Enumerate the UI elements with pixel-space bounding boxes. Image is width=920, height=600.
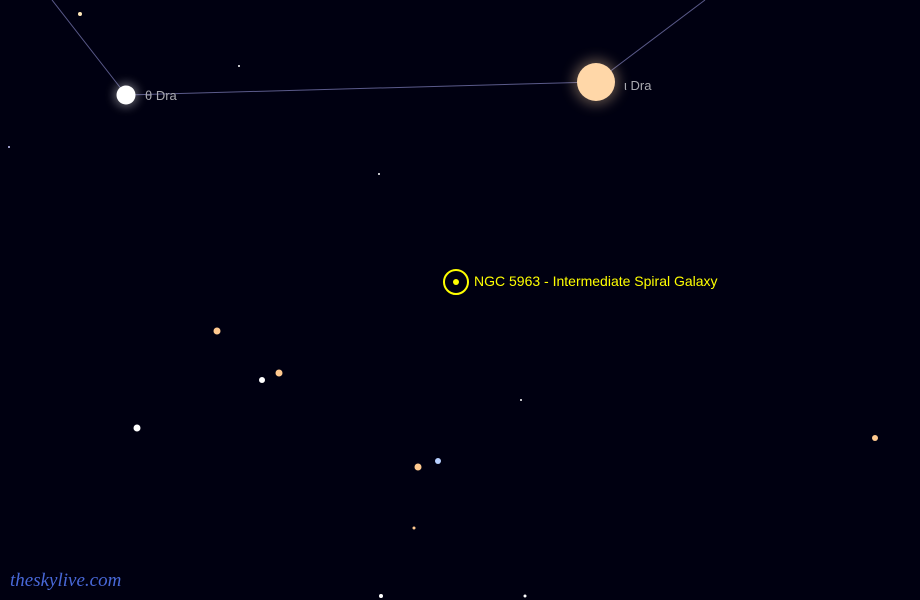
star (413, 527, 416, 530)
star (276, 370, 283, 377)
target-dot-icon (453, 279, 459, 285)
star (524, 595, 527, 598)
star (259, 377, 265, 383)
watermark: theskylive.com (10, 570, 121, 592)
star (415, 464, 422, 471)
star (238, 65, 240, 67)
star (134, 425, 141, 432)
constellation-line (596, 0, 705, 82)
star (378, 173, 380, 175)
constellation-line (52, 0, 126, 95)
target-label: NGC 5963 - Intermediate Spiral Galaxy (474, 273, 718, 289)
star (379, 594, 383, 598)
star-label: θ Dra (145, 88, 177, 103)
constellation-lines (0, 0, 920, 600)
star (872, 435, 878, 441)
star (520, 399, 522, 401)
star (435, 458, 441, 464)
star (117, 86, 136, 105)
star (577, 63, 615, 101)
constellation-line (126, 82, 596, 95)
star-chart: θ Dra ι Dra NGC 5963 - Intermediate Spiral… (0, 0, 920, 600)
star (78, 12, 82, 16)
star-label: ι Dra (624, 78, 651, 93)
star (214, 328, 221, 335)
star (8, 146, 10, 148)
